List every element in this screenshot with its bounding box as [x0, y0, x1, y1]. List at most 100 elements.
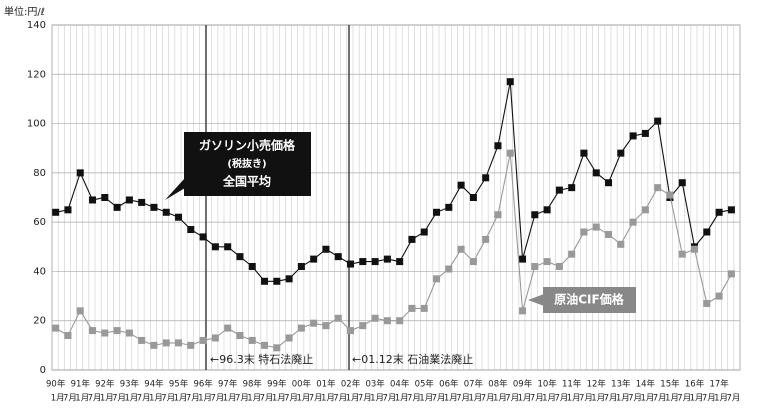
- year-label: 07年: [464, 379, 484, 390]
- callout-pointer: [528, 294, 544, 306]
- x-tick-label: 7月: [653, 394, 667, 404]
- x-tick-label: 1月: [223, 394, 237, 404]
- point-marker: [261, 277, 269, 285]
- point-marker: [519, 307, 527, 315]
- point-marker: [617, 149, 625, 157]
- point-marker: [678, 250, 686, 258]
- point-marker: [175, 213, 183, 221]
- point-marker: [691, 245, 699, 253]
- x-tick-label: 7月: [432, 394, 446, 404]
- x-tick-label: 1月: [542, 394, 556, 404]
- point-marker: [420, 228, 428, 236]
- event-label: ←96.3末 特石法廃止: [210, 352, 313, 366]
- point-marker: [273, 277, 281, 285]
- point-marker: [727, 270, 735, 278]
- x-tick-label: 1月: [272, 394, 286, 404]
- x-tick-label: 1月: [346, 394, 360, 404]
- x-tick-label: 1月: [468, 394, 482, 404]
- point-marker: [408, 304, 416, 312]
- point-marker: [285, 275, 293, 283]
- point-marker: [433, 208, 441, 216]
- year-label: 12年: [587, 379, 607, 390]
- year-label: 10年: [537, 379, 557, 390]
- point-marker: [605, 179, 613, 187]
- point-marker: [322, 245, 330, 253]
- point-marker: [199, 233, 207, 241]
- x-tick-label: 7月: [333, 394, 347, 404]
- point-marker: [224, 243, 232, 251]
- point-marker: [359, 322, 367, 330]
- x-tick-label: 7月: [382, 394, 396, 404]
- point-marker: [310, 255, 318, 263]
- y-tick-label: 140: [27, 20, 46, 31]
- point-marker: [580, 149, 588, 157]
- x-tick-label: 7月: [702, 394, 716, 404]
- point-marker: [310, 319, 318, 327]
- point-marker: [457, 181, 465, 189]
- point-marker: [445, 265, 453, 273]
- year-label: 15年: [660, 379, 680, 390]
- x-tick-label: 7月: [186, 394, 200, 404]
- legend-box: [543, 287, 636, 313]
- year-label: 01年: [316, 379, 336, 390]
- point-marker: [52, 208, 60, 216]
- x-tick-label: 7月: [88, 394, 102, 404]
- x-tick-label: 7月: [579, 394, 593, 404]
- point-marker: [482, 235, 490, 243]
- y-tick-label: 120: [27, 69, 46, 80]
- year-label: 00年: [292, 379, 312, 390]
- point-marker: [568, 184, 576, 192]
- x-tick-label: 1月: [174, 394, 188, 404]
- x-tick-label: 7月: [481, 394, 495, 404]
- point-marker: [64, 206, 72, 214]
- year-label: 99年: [267, 379, 287, 390]
- point-marker: [531, 263, 539, 270]
- point-marker: [273, 344, 281, 352]
- x-tick-label: 1月: [567, 394, 581, 404]
- x-tick-label: 7月: [604, 394, 618, 404]
- x-tick-label: 1月: [690, 394, 704, 404]
- x-tick-label: 7月: [407, 394, 421, 404]
- point-marker: [568, 250, 576, 258]
- point-marker: [248, 263, 256, 270]
- point-marker: [150, 203, 158, 211]
- x-tick-label: 7月: [235, 394, 249, 404]
- x-tick-label: 1月: [149, 394, 163, 404]
- point-marker: [654, 117, 662, 125]
- point-marker: [629, 132, 637, 140]
- point-marker: [334, 314, 342, 322]
- point-marker: [371, 258, 379, 266]
- year-label: 90年: [46, 379, 66, 390]
- year-label: 03年: [365, 379, 385, 390]
- year-label: 96年: [193, 379, 213, 390]
- point-marker: [224, 324, 232, 332]
- point-marker: [641, 129, 649, 137]
- year-label: 97年: [218, 379, 238, 390]
- year-label: 13年: [611, 379, 631, 390]
- point-marker: [236, 253, 244, 261]
- point-marker: [703, 228, 711, 236]
- x-tick-label: 1月: [100, 394, 114, 404]
- x-tick-label: 1月: [640, 394, 654, 404]
- year-label: 05年: [415, 379, 435, 390]
- point-marker: [138, 336, 146, 344]
- x-tick-label: 7月: [309, 394, 323, 404]
- point-marker: [187, 341, 195, 349]
- point-marker: [199, 336, 207, 344]
- year-label: 95年: [169, 379, 189, 390]
- point-marker: [506, 78, 514, 86]
- point-marker: [162, 208, 170, 216]
- point-marker: [531, 211, 539, 219]
- x-tick-label: 1月: [370, 394, 384, 404]
- point-marker: [396, 317, 404, 325]
- x-tick-label: 7月: [677, 394, 691, 404]
- legend-label: 原油CIF価格: [554, 292, 624, 307]
- point-marker: [359, 258, 367, 266]
- year-label: 06年: [439, 379, 459, 390]
- point-marker: [162, 339, 170, 347]
- x-tick-label: 1月: [321, 394, 335, 404]
- x-tick-label: 7月: [284, 394, 298, 404]
- point-marker: [396, 258, 404, 266]
- year-label: 92年: [95, 379, 115, 390]
